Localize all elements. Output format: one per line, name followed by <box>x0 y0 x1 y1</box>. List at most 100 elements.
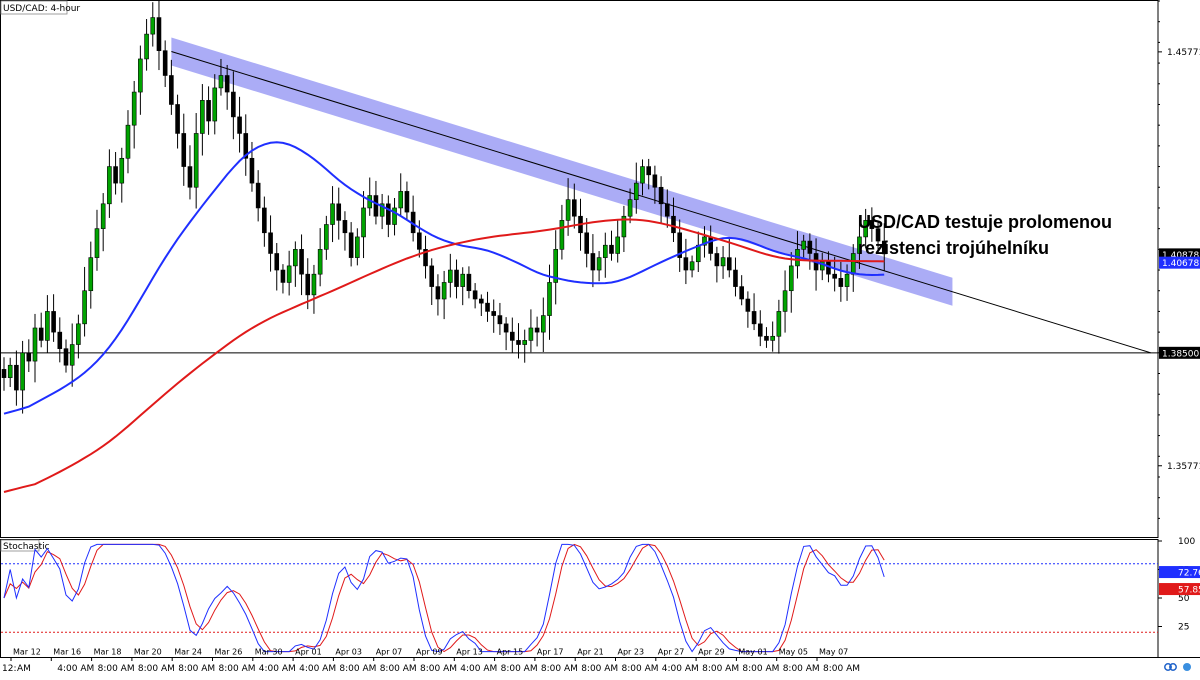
time-tick-date: Apr 13 <box>456 648 483 657</box>
candle-body <box>379 203 385 217</box>
candle-body <box>714 253 720 267</box>
candle-body <box>224 75 230 93</box>
time-tick-date: Mar 12 <box>13 648 41 657</box>
chart-annotation: USD/CAD testuje prolomenou rezistenci tr… <box>858 209 1112 261</box>
candle-body <box>107 166 112 205</box>
time-tick-date: Apr 03 <box>335 648 362 657</box>
time-tick-date: Mar 16 <box>53 648 81 657</box>
candle-body <box>299 249 304 275</box>
time-tick-date: May 01 <box>738 648 767 657</box>
time-tick-time: 8:00 AM <box>501 664 538 674</box>
stochastic-d-label: 57.85 <box>1178 586 1200 596</box>
support-price-box <box>1159 346 1200 359</box>
time-tick-date: Apr 09 <box>416 648 443 657</box>
candle-body <box>770 335 775 341</box>
time-tick-date: Mar 20 <box>134 648 162 657</box>
candle-body <box>627 199 633 217</box>
candle-body <box>497 315 503 325</box>
time-tick-date: Apr 15 <box>497 648 524 657</box>
candle-body <box>280 269 286 283</box>
candle-body <box>702 236 707 246</box>
candle-body <box>237 116 242 134</box>
candle-body <box>801 240 806 250</box>
time-tick-time: 4:00 AM <box>662 664 699 674</box>
time-axis-fragment: 12: <box>2 664 16 674</box>
candle-body <box>311 273 317 296</box>
time-tick-time: 4:00 AM <box>57 664 94 674</box>
candle-body <box>32 327 38 362</box>
title-box <box>0 0 68 15</box>
time-tick-time: 8:00 AM <box>420 664 457 674</box>
candle-body <box>392 207 397 225</box>
time-tick-date: Apr 07 <box>376 648 403 657</box>
candle-body <box>100 203 106 229</box>
candle-body <box>206 100 211 122</box>
candle-body <box>857 236 862 254</box>
candle-body <box>181 133 187 167</box>
candle-body <box>863 220 868 238</box>
candle-body <box>541 315 546 333</box>
candle-body <box>776 311 782 337</box>
ma-blue-line <box>3 141 885 415</box>
candle-body <box>751 311 757 325</box>
candle-body <box>361 207 366 238</box>
time-tick-date: Apr 27 <box>658 648 685 657</box>
candle-body <box>212 87 218 122</box>
candle-body <box>677 232 682 258</box>
candle-body <box>423 249 428 267</box>
time-tick-time: 8:00 AM <box>622 664 659 674</box>
chart-title: USD/CAD: 4-hour <box>3 4 80 14</box>
candle-body <box>200 100 205 134</box>
candle-body <box>187 166 193 188</box>
stochastic-k-box <box>1159 566 1200 579</box>
ma-price-label: 1.40678 <box>1162 259 1199 269</box>
candle-body <box>429 265 435 287</box>
candle-body <box>330 203 335 225</box>
candle-body <box>355 236 360 258</box>
support-price-label: 1.38500 <box>1162 349 1199 359</box>
candle-body <box>739 286 744 300</box>
candle-body <box>875 228 881 242</box>
candle-body <box>249 157 255 184</box>
candle-body <box>169 75 174 105</box>
candle-body <box>596 257 602 271</box>
candle-body <box>485 302 490 312</box>
stochastic-panel-frame <box>0 539 1159 658</box>
ma-price-box <box>1159 256 1200 269</box>
candle-body <box>534 327 540 333</box>
candle-body <box>522 340 528 345</box>
stochastic-label: Stochastic <box>3 542 50 552</box>
candle-body <box>441 282 447 300</box>
candle-body <box>479 298 484 304</box>
candle-body <box>398 191 404 209</box>
time-tick-date: May 07 <box>819 648 848 657</box>
candle-body <box>454 269 459 287</box>
candle-body <box>565 199 571 221</box>
candle-body <box>348 232 354 258</box>
main-panel-frame <box>0 0 1159 538</box>
candle-body <box>516 340 521 345</box>
candle-body <box>218 75 224 89</box>
candle-body <box>162 50 168 76</box>
candle-body <box>590 253 596 271</box>
candle-body <box>255 182 261 209</box>
candle-body <box>621 215 627 238</box>
candle-body <box>14 364 19 391</box>
candle-body <box>733 269 738 287</box>
candle-body <box>689 261 695 271</box>
candle-body <box>869 220 875 229</box>
stochastic-d-box <box>1159 583 1200 596</box>
candle-body <box>788 265 794 292</box>
candle-body <box>150 17 156 35</box>
time-tick-date: Apr 29 <box>698 648 725 657</box>
candle-body <box>144 33 149 60</box>
time-tick-time: 8:00 AM <box>98 664 135 674</box>
annotation-line-2: rezistenci trojúhelníku <box>858 238 1050 258</box>
candle-body <box>274 253 280 271</box>
candle-body <box>404 191 410 213</box>
candle-body <box>559 220 565 250</box>
candle-body <box>156 17 162 51</box>
candle-body <box>491 311 497 316</box>
